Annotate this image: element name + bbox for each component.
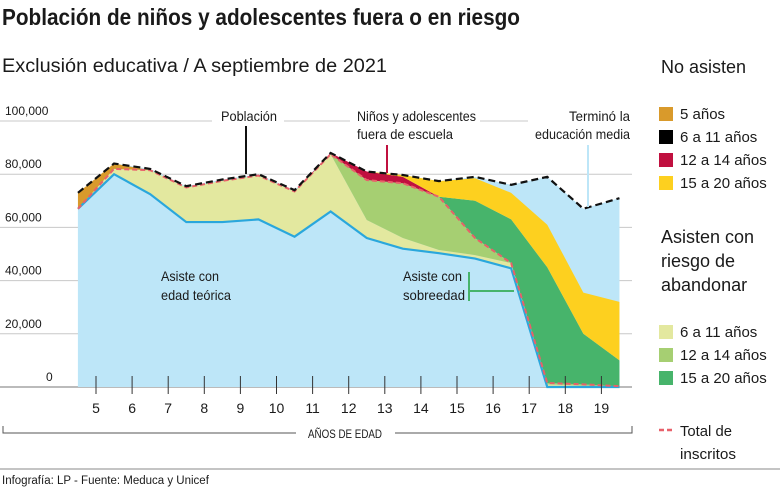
x-tick-label: 6: [128, 400, 136, 416]
legend-label: 12 a 14 años: [680, 347, 767, 364]
x-axis-bracket: [2, 426, 633, 434]
annotation-fuera-1: Niños y adolescentes: [357, 108, 476, 124]
legend-label: 12 a 14 años: [680, 152, 767, 169]
legend-label: 5 años: [680, 106, 725, 123]
x-tick-label: 8: [200, 400, 208, 416]
y-tick-label: 60,000: [5, 210, 42, 224]
annotation-backdrop: [212, 106, 284, 126]
y-tick-label: 80,000: [5, 157, 42, 171]
area-no_15_20: [77, 152, 620, 361]
x-tick-label: 10: [269, 400, 285, 416]
y-tick-label: 0: [46, 370, 53, 384]
legend-no-asisten: 5 años 6 a 11 años 12 a 14 años 15 a 20 año…: [659, 106, 767, 192]
x-tick-label: 19: [594, 400, 610, 416]
x-tick-label: 16: [485, 400, 501, 416]
x-axis-title-group: AÑOS DE EDAD: [2, 426, 633, 441]
legend-swatch: [659, 371, 673, 385]
legend-total-1: Total de: [680, 423, 732, 440]
area-riesgo_6_11: [77, 154, 620, 387]
y-tick-label: 20,000: [5, 317, 42, 331]
legend-label: 15 a 20 años: [680, 370, 767, 387]
area-edad_teorica: [77, 174, 620, 387]
chart-subtitle: Exclusión educativa / A septiembre de 20…: [2, 56, 387, 77]
legend-label: 6 a 11 años: [680, 129, 757, 146]
annotations: Población Niños y adolescentes fuera de …: [161, 106, 632, 303]
annotation-edad-2: edad teórica: [161, 287, 231, 303]
x-tick-label: 13: [377, 400, 393, 416]
series-lines: [77, 151, 620, 389]
chart-title: Población de niños y adolescentes fuera …: [2, 4, 520, 30]
x-tick-label: 17: [521, 400, 537, 416]
legend: No asisten 5 años 6 a 11 años 12 a 14 años…: [659, 57, 767, 463]
x-axis-title: AÑOS DE EDAD: [308, 427, 382, 441]
legend-swatch: [659, 107, 673, 121]
x-axis: 5 6 7 8 9 10 11 12 13 14 15 16 17 18 19: [92, 376, 609, 416]
line-poblacion: [77, 151, 620, 211]
x-tick-label: 15: [449, 400, 465, 416]
legend-swatch: [659, 176, 673, 190]
legend-swatch: [659, 325, 673, 339]
x-tick-label: 7: [164, 400, 172, 416]
annotation-sobre-1: Asiste con: [403, 268, 462, 284]
x-tick-label: 11: [305, 400, 320, 416]
footer-credit: Infografía: LP - Fuente: Meduca y Unicef: [2, 475, 210, 487]
x-tick-label: 5: [92, 400, 100, 416]
legend-no-asisten-title: No asisten: [661, 57, 746, 77]
sobreedad-bracket: [468, 272, 514, 301]
stacked-areas: [77, 152, 620, 387]
annotation-sobre-2: sobreedad: [403, 287, 465, 303]
annotation-poblacion: Población: [221, 108, 277, 124]
y-tick-label: 100,000: [5, 104, 49, 118]
line-total-inscritos: [77, 152, 620, 388]
legend-swatch: [659, 153, 673, 167]
legend-riesgo-title-2: riesgo de: [661, 251, 735, 271]
x-tick-label: 9: [237, 400, 245, 416]
legend-swatch: [659, 130, 673, 144]
legend-label: 6 a 11 años: [680, 324, 757, 341]
annotation-termino-1: Terminó la: [569, 108, 630, 124]
x-tick-label: 18: [558, 400, 574, 416]
legend-swatch: [659, 348, 673, 362]
legend-label: 15 a 20 años: [680, 175, 767, 192]
y-tick-label: 40,000: [5, 264, 42, 278]
annotation-backdrop: [528, 106, 632, 146]
x-tick-label: 14: [413, 400, 429, 416]
legend-riesgo-title-3: abandonar: [661, 275, 747, 295]
annotation-fuera-2: fuera de escuela: [357, 126, 453, 142]
line-edad-teorica: [77, 172, 620, 389]
annotation-termino-2: educación media: [535, 126, 630, 142]
annotation-edad-1: Asiste con: [161, 268, 219, 284]
x-tick-label: 12: [341, 400, 357, 416]
legend-riesgo-title-1: Asisten con: [661, 227, 754, 247]
legend-riesgo: 6 a 11 años 12 a 14 años 15 a 20 años: [659, 324, 767, 387]
area-riesgo_15_20: [77, 154, 620, 387]
annotation-backdrop: [350, 106, 480, 146]
legend-total-2: inscritos: [680, 446, 736, 463]
